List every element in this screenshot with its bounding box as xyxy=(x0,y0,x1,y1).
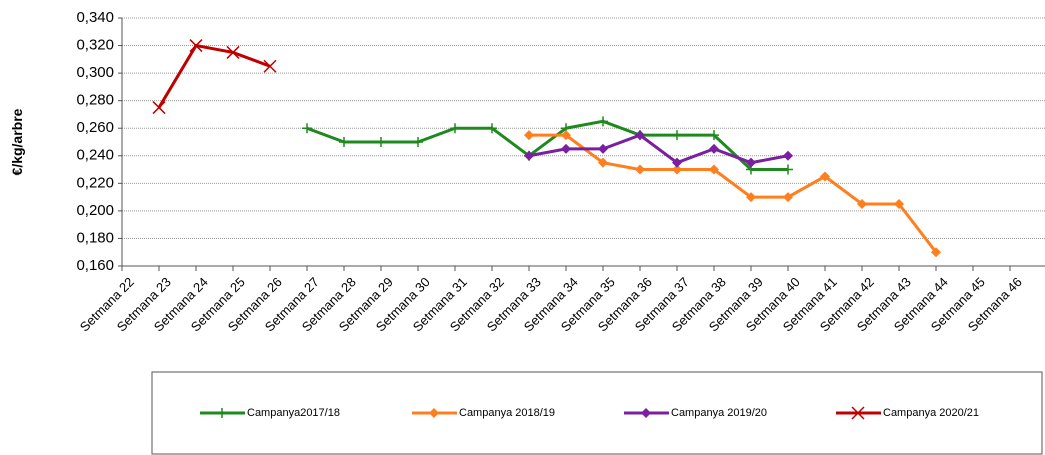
point xyxy=(709,130,719,141)
point xyxy=(783,150,793,161)
point xyxy=(376,137,386,147)
legend-marker xyxy=(851,406,865,420)
point xyxy=(561,130,571,141)
legend-marker xyxy=(429,408,439,418)
y-tick-label: 0,220 xyxy=(76,174,114,191)
y-axis-title: €/kg/arbre xyxy=(9,108,25,175)
point xyxy=(487,123,497,134)
point xyxy=(672,130,682,141)
point xyxy=(413,137,423,147)
legend-label: Campanya 2019/20 xyxy=(671,407,767,419)
y-tick-label: 0,200 xyxy=(76,202,114,219)
point xyxy=(709,164,719,175)
point xyxy=(263,59,277,73)
point xyxy=(820,171,830,182)
y-tick-label: 0,240 xyxy=(76,147,114,164)
series-line xyxy=(529,133,938,254)
y-tick-label: 0,180 xyxy=(76,229,114,246)
legend-label: Campanya 2020/21 xyxy=(883,407,979,419)
point xyxy=(598,143,608,154)
point xyxy=(524,130,534,141)
y-tick-label: 0,280 xyxy=(76,92,114,109)
point xyxy=(635,164,645,175)
point xyxy=(152,101,166,115)
legend-box xyxy=(151,371,1043,455)
point xyxy=(783,192,793,203)
point xyxy=(598,157,608,168)
y-tick-label: 0,320 xyxy=(76,37,114,54)
legend-marker xyxy=(641,408,651,418)
legend-label: Campanya2017/18 xyxy=(247,407,340,419)
point xyxy=(561,143,571,154)
legend-label: Campanya 2018/19 xyxy=(459,407,555,419)
point xyxy=(226,45,240,59)
point xyxy=(931,247,941,258)
y-tick-label: 0,160 xyxy=(76,257,114,274)
point xyxy=(709,143,719,154)
point xyxy=(339,137,349,147)
series-line xyxy=(306,119,788,172)
point xyxy=(857,199,867,209)
point xyxy=(672,157,682,168)
y-tick-label: 0,340 xyxy=(76,9,114,26)
point xyxy=(598,116,608,127)
legend-marker xyxy=(217,408,227,418)
point xyxy=(746,157,756,168)
point xyxy=(302,123,312,134)
point xyxy=(524,150,534,161)
y-tick-label: 0,260 xyxy=(76,119,114,136)
series-line xyxy=(528,133,789,165)
point xyxy=(894,199,904,209)
point xyxy=(450,123,460,134)
point xyxy=(746,192,756,203)
point xyxy=(672,164,682,175)
point xyxy=(189,39,203,53)
y-tick-label: 0,300 xyxy=(76,64,114,81)
point xyxy=(635,130,645,141)
point xyxy=(783,164,793,175)
series-line xyxy=(157,43,271,109)
